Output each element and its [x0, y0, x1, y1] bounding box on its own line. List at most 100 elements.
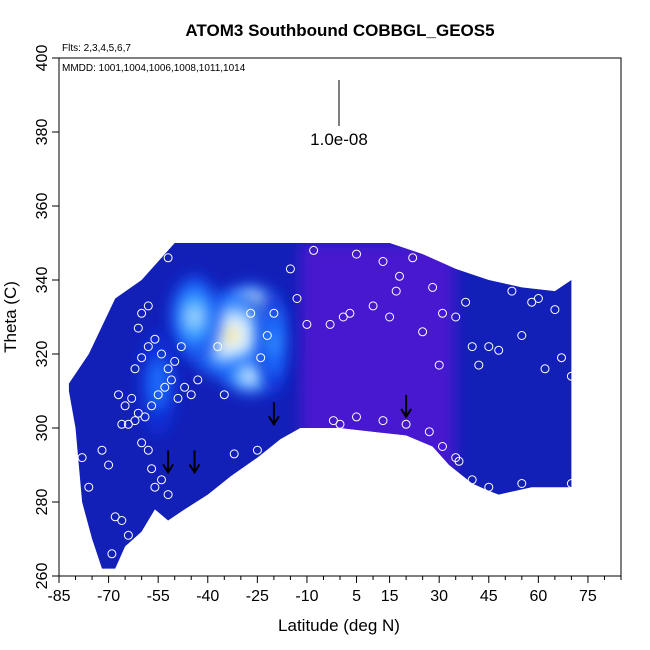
sample-point	[163, 364, 173, 374]
sample-point	[123, 530, 133, 540]
sample-point	[566, 479, 576, 488]
sample-point	[262, 331, 272, 340]
sample-point	[163, 490, 173, 500]
sample-point	[157, 475, 166, 485]
sample-point	[150, 334, 160, 344]
x-tick-label: 45	[480, 588, 498, 605]
dates-note: MMDD: 1001,1004,1006,1008,1011,1014	[62, 63, 246, 74]
hotspot	[168, 272, 221, 362]
hotspot	[138, 331, 178, 436]
x-tick-label: 15	[381, 588, 399, 605]
sample-point	[133, 408, 143, 418]
chart-title: ATOM3 Southbound COBBGL_GEOS5	[185, 21, 494, 40]
sample-point	[110, 512, 120, 522]
sample-point	[467, 475, 477, 485]
sample-point	[219, 390, 229, 400]
arrow-marker	[400, 394, 412, 419]
sample-point	[335, 419, 345, 429]
sample-point	[186, 390, 196, 400]
sample-point	[269, 308, 279, 318]
sample-point	[461, 297, 471, 307]
arrow-markers	[162, 394, 412, 475]
sample-points	[77, 245, 576, 559]
sample-point	[451, 312, 461, 322]
sample-point	[507, 286, 517, 296]
hotspot	[257, 291, 291, 395]
sample-point	[77, 453, 87, 463]
sample-point	[368, 301, 378, 311]
hotspot-ring	[246, 373, 256, 380]
sample-point	[424, 427, 434, 437]
x-tick-label: 75	[579, 588, 597, 605]
y-tick-label: 280	[34, 489, 51, 516]
purple-band	[300, 243, 456, 569]
sample-point	[517, 479, 527, 488]
arrow-head	[400, 408, 412, 419]
sample-point	[438, 442, 447, 451]
sample-point	[302, 319, 312, 329]
sample-point	[137, 353, 147, 363]
sample-point	[147, 401, 157, 411]
sample-point	[84, 482, 94, 492]
y-tick-label: 300	[34, 415, 51, 442]
sample-point	[451, 453, 461, 463]
sample-point	[180, 382, 190, 392]
sample-point	[133, 323, 143, 333]
sample-point	[325, 319, 335, 329]
sample-point	[163, 253, 173, 263]
sample-point	[438, 308, 447, 318]
sample-point	[229, 449, 239, 459]
x-tick-label: -40	[196, 588, 219, 605]
sample-point	[378, 257, 388, 266]
sample-point	[120, 401, 130, 411]
arrow-marker	[162, 450, 174, 475]
sample-point	[494, 345, 504, 355]
y-axis-label: Theta (C)	[1, 281, 20, 353]
hotspot-ring	[223, 328, 239, 343]
sample-point	[130, 416, 140, 426]
y-tick-label: 320	[34, 341, 51, 368]
x-tick-label: 5	[352, 588, 361, 605]
sample-point	[428, 282, 438, 292]
x-tick-label: 30	[430, 588, 448, 605]
sample-point	[123, 419, 133, 429]
x-axis: -85 -70 -55 -40 -25 -10 5 15 30 45 60 75	[47, 575, 622, 605]
scale-bar-label: 1.0e-08	[310, 130, 368, 149]
sample-point	[418, 327, 428, 337]
sample-point	[378, 416, 388, 426]
sample-point	[170, 356, 180, 366]
sample-point	[309, 245, 319, 255]
arrow-head	[188, 463, 201, 475]
arrow-marker	[268, 402, 280, 427]
sample-point	[193, 375, 203, 385]
sample-point	[246, 308, 256, 318]
heatmap-field	[68, 243, 572, 569]
sample-point	[401, 419, 411, 429]
flights-note: Flts: 2,3,4,5,6,7	[62, 43, 131, 54]
x-tick-label: -10	[295, 588, 318, 605]
sample-point	[114, 390, 123, 400]
sample-point	[117, 516, 127, 525]
sample-point	[130, 364, 140, 374]
sample-point	[474, 360, 484, 370]
sample-point	[352, 249, 361, 259]
hotspot-ring	[190, 309, 199, 325]
sample-point	[345, 308, 355, 318]
sample-point	[527, 297, 537, 307]
sample-point	[140, 412, 150, 422]
sample-point	[153, 390, 163, 400]
sample-point	[540, 364, 550, 374]
x-tick-label: -70	[97, 588, 120, 605]
sample-point	[143, 445, 153, 455]
arrow-head	[162, 463, 174, 475]
sample-point	[147, 464, 157, 474]
sample-point	[338, 312, 348, 322]
sample-point	[484, 342, 494, 352]
sample-point	[352, 412, 361, 422]
y-tick-label: 340	[34, 267, 51, 294]
sample-point	[252, 445, 262, 455]
sample-point	[285, 264, 295, 274]
sample-point	[391, 286, 401, 296]
sample-point	[550, 305, 560, 315]
